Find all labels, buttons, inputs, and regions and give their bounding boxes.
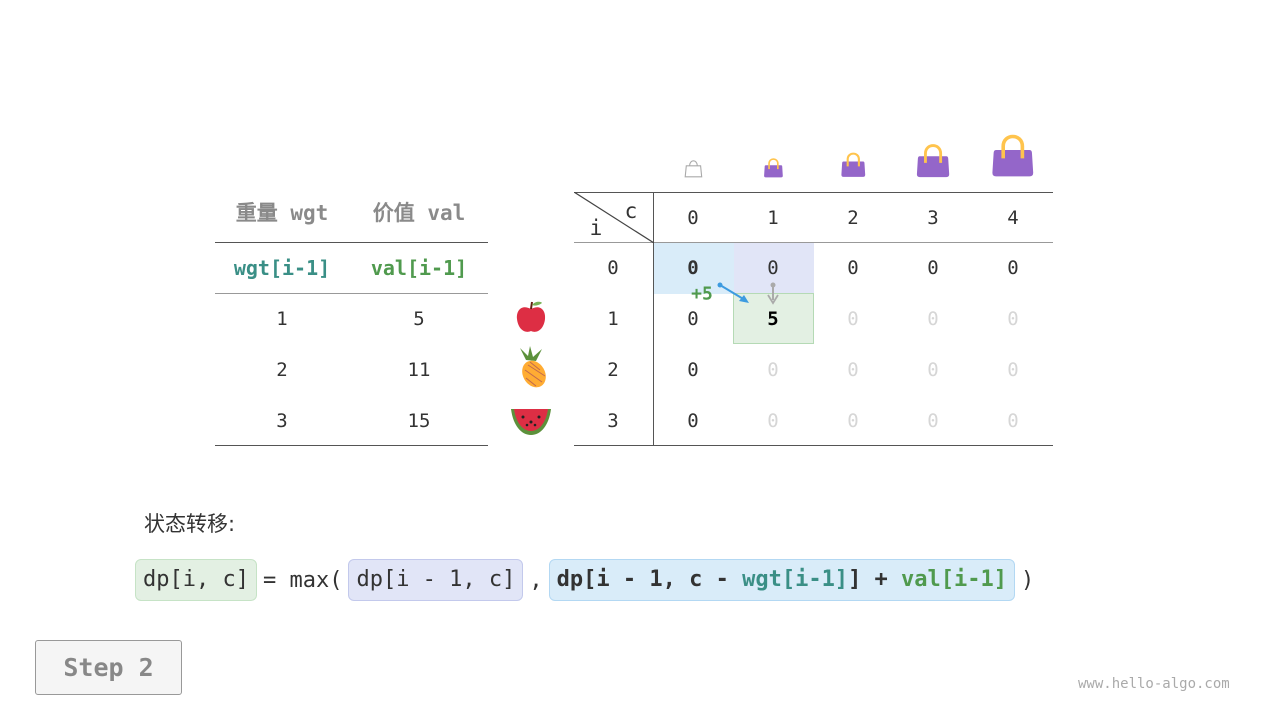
dp-cell: 5 [767, 308, 779, 330]
row-header: 2 [607, 359, 619, 381]
bag-icon [841, 152, 865, 178]
apple-icon [516, 301, 546, 332]
empty-bag-icon [684, 160, 702, 178]
bag-icon [992, 135, 1034, 177]
divider [574, 445, 1053, 446]
divider [574, 242, 1053, 243]
row-header: 0 [607, 257, 619, 279]
arrow-down-icon [767, 282, 779, 305]
dp-cell: 0 [847, 257, 859, 279]
dp-cell: 0 [847, 308, 859, 330]
formula-take-mid: ] + [848, 567, 902, 592]
col-header: 0 [687, 207, 699, 229]
formula-option-take: dp[i - 1, c - wgt[i-1]] + val[i-1] [548, 559, 1016, 601]
header-weight: 重量 wgt [235, 201, 329, 225]
pineapple-icon [520, 346, 546, 388]
row-header: 3 [607, 410, 619, 432]
item-weight: 1 [276, 308, 288, 330]
col-header: 2 [847, 207, 859, 229]
watermelon-icon [511, 409, 551, 435]
dp-cell: 0 [687, 308, 699, 330]
col-header: 3 [927, 207, 939, 229]
dp-cell: 0 [687, 410, 699, 432]
dp-cell: 0 [927, 359, 939, 381]
dp-cell: 0 [847, 410, 859, 432]
subheader-val: val[i-1] [370, 256, 468, 280]
step-button[interactable]: Step 2 [35, 640, 182, 695]
row-header: 1 [607, 308, 619, 330]
item-value: 5 [413, 308, 425, 330]
formula-lhs: dp[i, c] [135, 559, 257, 601]
dp-cell: 0 [847, 359, 859, 381]
subheader-wgt: wgt[i-1] [233, 256, 331, 280]
plus-value-label: +5 [691, 284, 713, 305]
formula-take-val: val[i-1] [901, 567, 1008, 592]
dp-cell: 0 [687, 359, 699, 381]
divider [215, 293, 488, 294]
dp-cell: 0 [1007, 308, 1019, 330]
formula-option-skip: dp[i - 1, c] [348, 559, 524, 601]
dp-cell: 0 [1007, 359, 1019, 381]
transition-title: 状态转移: [144, 512, 236, 536]
formula-take-wgt: wgt[i-1] [742, 567, 849, 592]
corner-col-label: c [624, 199, 638, 223]
bag-icon [916, 144, 950, 178]
col-header: 4 [1007, 207, 1019, 229]
item-weight: 2 [276, 359, 288, 381]
transition-formula: dp[i, c] = max( dp[i - 1, c] , dp[i - 1,… [135, 559, 1034, 601]
item-value: 11 [407, 359, 431, 381]
dp-cell: 0 [767, 410, 779, 432]
formula-take-prefix: dp[i - 1, c - [556, 567, 743, 592]
arrow-diagonal-icon [717, 282, 749, 303]
divider [215, 242, 488, 243]
item-value: 15 [407, 410, 431, 432]
formula-eq: = max( [262, 567, 343, 593]
dp-cell: 0 [927, 308, 939, 330]
divider [574, 192, 1053, 193]
arrows [717, 282, 779, 305]
dp-cell: 0 [1007, 257, 1019, 279]
dp-cell: 0 [927, 410, 939, 432]
dp-cell: 0 [767, 257, 779, 279]
dp-cell: 0 [1007, 410, 1019, 432]
divider [215, 445, 488, 446]
dp-cell: 0 [687, 257, 699, 279]
divider [653, 192, 654, 446]
dp-cell: 0 [927, 257, 939, 279]
formula-comma: , [529, 567, 543, 593]
header-value: 价值 val [372, 201, 466, 225]
bag-icon [763, 158, 783, 178]
corner-diagonal [574, 192, 654, 243]
dp-cell: 0 [767, 359, 779, 381]
plus-value-text: +5 [691, 283, 713, 305]
col-header: 1 [767, 207, 779, 229]
item-weight: 3 [276, 410, 288, 432]
watermark: www.hello-algo.com [1078, 676, 1230, 692]
formula-close: ) [1021, 567, 1035, 593]
corner-row-label: i [589, 216, 603, 240]
